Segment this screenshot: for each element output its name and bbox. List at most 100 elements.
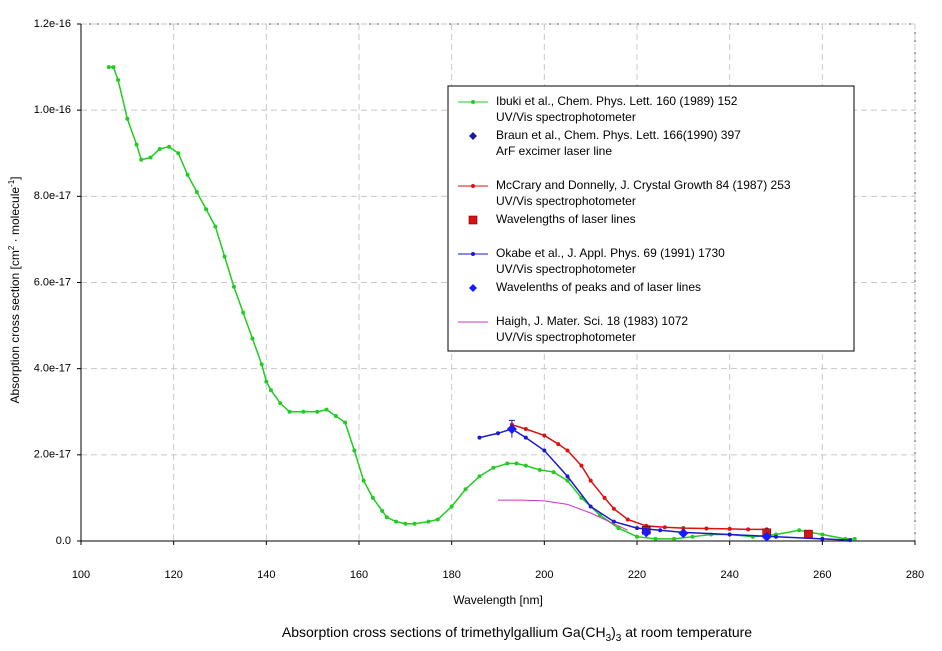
data-point	[551, 470, 556, 475]
legend-marker	[469, 132, 477, 140]
data-point	[301, 409, 306, 414]
data-point	[635, 526, 639, 531]
legend-note: UV/Vis spectrophotometer	[496, 110, 636, 124]
legend-label: Haigh, J. Mater. Sci. 18 (1983) 1072	[496, 314, 688, 328]
data-point	[681, 526, 686, 531]
legend-marker	[471, 184, 475, 188]
y-tick-label: 1.2e-16	[34, 18, 71, 30]
x-tick-label: 100	[72, 569, 90, 581]
data-point	[222, 254, 227, 259]
legend-marker	[468, 215, 478, 225]
data-point	[565, 478, 570, 483]
data-point	[370, 495, 375, 500]
text-segment: )	[611, 624, 616, 640]
text-segment: at room temperature	[621, 624, 752, 640]
data-point	[333, 414, 338, 419]
data-point	[774, 534, 778, 539]
series-line	[479, 428, 851, 541]
text-segment: · molecule	[8, 187, 22, 246]
legend-label: Wavelenths of peaks and of laser lines	[496, 280, 701, 294]
legend-marker	[471, 252, 475, 256]
data-point	[477, 435, 482, 440]
data-point	[565, 474, 570, 479]
data-point	[111, 65, 116, 70]
data-point	[523, 435, 528, 440]
legend-label: Braun et al., Chem. Phys. Lett. 166(1990…	[496, 128, 741, 142]
data-point	[611, 519, 616, 524]
data-point	[491, 465, 496, 470]
data-point	[727, 532, 732, 537]
y-tick-label: 4.0e-17	[34, 363, 71, 375]
series-line	[498, 499, 628, 531]
data-point	[185, 172, 190, 177]
data-point	[820, 532, 825, 537]
x-axis-label: Wavelength [nm]	[453, 593, 543, 607]
data-point	[278, 401, 283, 406]
data-point	[435, 517, 440, 522]
data-point	[588, 504, 593, 509]
data-point	[704, 526, 709, 531]
x-tick-label: 260	[813, 569, 831, 581]
chart-title: Absorption cross sections of trimethylga…	[282, 624, 752, 644]
data-point	[463, 487, 468, 492]
legend-note: UV/Vis spectrophotometer	[496, 330, 636, 344]
data-point	[343, 420, 348, 425]
y-tick-label: 1.0e-16	[34, 104, 71, 116]
legend-label: Okabe et al., J. Appl. Phys. 69 (1991) 1…	[496, 246, 725, 260]
data-point	[139, 157, 144, 162]
data-point	[625, 517, 630, 522]
data-point	[259, 362, 264, 367]
legend-note: UV/Vis spectrophotometer	[496, 262, 636, 276]
data-point	[352, 448, 357, 453]
data-point	[804, 529, 813, 539]
script-text: 2	[7, 245, 16, 250]
data-point	[820, 536, 825, 541]
script-text: -1	[7, 179, 16, 187]
data-point	[523, 463, 528, 468]
legend-label: Ibuki et al., Chem. Phys. Lett. 160 (198…	[496, 94, 738, 108]
legend-note: ArF excimer laser line	[496, 144, 612, 158]
data-point	[167, 144, 172, 149]
data-point	[241, 310, 246, 315]
data-point	[324, 407, 329, 412]
data-point	[213, 224, 218, 229]
data-point	[134, 142, 139, 147]
data-point	[565, 448, 570, 453]
data-point	[523, 426, 528, 431]
y-tick-label: 6.0e-17	[34, 276, 71, 288]
data-point	[268, 388, 273, 393]
data-point	[690, 534, 695, 539]
data-point	[384, 515, 389, 520]
y-axis-label: Absorption cross section [cm2 · molecule…	[7, 176, 23, 403]
data-point	[672, 536, 677, 541]
y-tick-label: 8.0e-17	[34, 190, 71, 202]
data-point	[496, 431, 500, 436]
data-point	[588, 478, 593, 483]
data-point	[746, 527, 751, 532]
data-point	[761, 531, 772, 542]
data-point	[361, 478, 366, 483]
script-text: 3	[616, 633, 622, 644]
data-point	[579, 463, 584, 468]
data-point	[194, 190, 199, 195]
data-point	[852, 536, 857, 541]
series-line	[511, 423, 767, 531]
data-point	[848, 538, 853, 543]
data-point	[204, 207, 209, 212]
data-point	[116, 78, 121, 83]
data-point	[426, 519, 431, 524]
data-point	[477, 474, 482, 479]
x-tick-label: 240	[720, 569, 738, 581]
legend-marker	[471, 100, 475, 104]
data-point	[653, 536, 658, 541]
data-point	[287, 409, 292, 414]
x-tick-label: 120	[164, 569, 182, 581]
data-point	[506, 423, 517, 434]
data-point	[106, 65, 111, 70]
data-point	[641, 527, 652, 538]
legend-label: McCrary and Donnelly, J. Crystal Growth …	[496, 178, 791, 192]
data-point	[125, 116, 130, 121]
data-point	[157, 146, 162, 151]
y-tick-label: 0.0	[56, 535, 71, 547]
data-point	[176, 151, 181, 156]
